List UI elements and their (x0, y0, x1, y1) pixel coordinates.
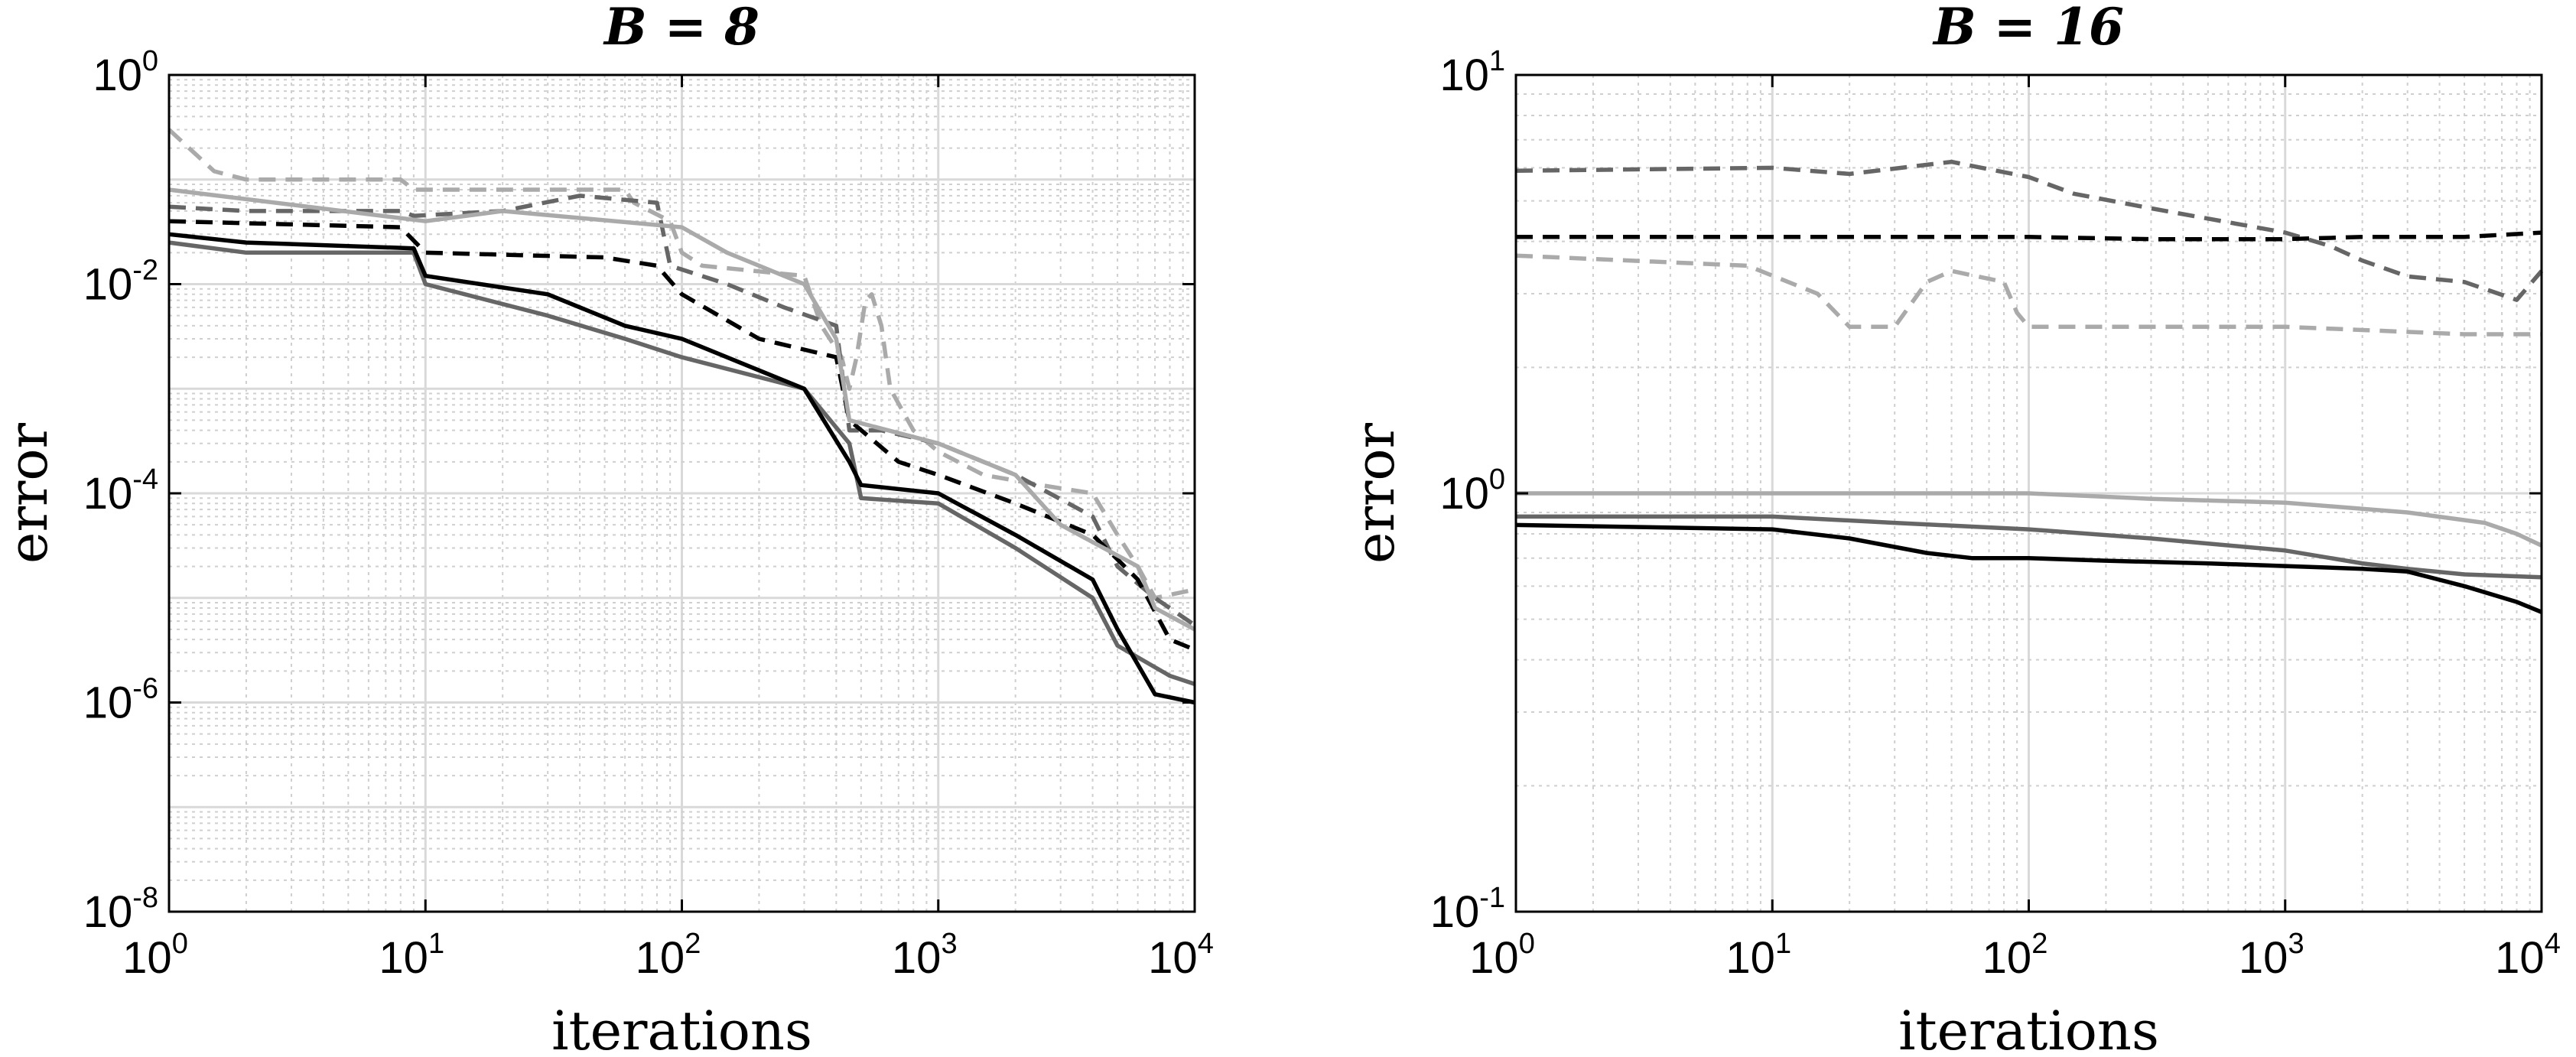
x-tick-label: 102 (636, 928, 701, 983)
x-tick-exp: 2 (685, 928, 701, 960)
chart-title: B = 8 (603, 0, 759, 57)
x-tick-exp: 1 (428, 928, 444, 960)
series-line-dashed-2 (168, 194, 1196, 627)
y-tick-base: 10 (93, 50, 142, 100)
series-line-dashed-1 (1515, 159, 2544, 302)
y-axis-label: error (1344, 422, 1407, 563)
y-tick-base: 10 (1430, 887, 1480, 937)
y-tick-exp: -8 (132, 882, 158, 914)
series-line-dashed-2 (1516, 230, 2542, 242)
y-tick-base: 10 (83, 678, 133, 728)
y-tick-base: 10 (83, 469, 133, 519)
chart-title: B = 16 (1932, 0, 2124, 57)
x-tick-label: 100 (122, 928, 188, 983)
x-tick-exp: 0 (1519, 928, 1535, 960)
x-axis-label: iterations (551, 1000, 812, 1057)
x-tick-exp: 1 (1775, 928, 1791, 960)
y-tick-label: 10-8 (83, 882, 158, 937)
x-tick-label: 104 (2495, 928, 2561, 983)
y-tick-base: 10 (83, 887, 133, 937)
series-line-solid-4 (1516, 491, 2543, 548)
y-tick-exp: -6 (132, 673, 158, 705)
x-tick-exp: 2 (2031, 928, 2047, 960)
x-tick-label: 104 (1148, 928, 1214, 983)
x-tick-exp: 4 (2545, 928, 2561, 960)
x-tick-base: 10 (2495, 933, 2545, 983)
x-tick-exp: 3 (2288, 928, 2304, 960)
x-tick-base: 10 (1148, 933, 1198, 983)
y-tick-exp: 0 (142, 45, 158, 77)
x-tick-base: 10 (122, 933, 172, 983)
x-tick-base: 10 (1982, 933, 2032, 983)
x-tick-exp: 3 (941, 928, 957, 960)
x-tick-label: 101 (379, 928, 444, 983)
x-tick-exp: 4 (1198, 928, 1214, 960)
x-tick-label: 101 (1725, 928, 1791, 983)
x-tick-base: 10 (636, 933, 685, 983)
grid (169, 75, 1195, 912)
y-tick-label: 10-4 (83, 463, 158, 519)
y-tick-label: 100 (1439, 463, 1505, 519)
series-line-solid-5 (1516, 514, 2542, 580)
y-tick-label: 101 (1439, 45, 1505, 100)
y-tick-exp: -4 (132, 463, 158, 496)
y-tick-base: 10 (1439, 469, 1489, 519)
y-axis-label: error (0, 422, 60, 563)
x-tick-base: 10 (1469, 933, 1519, 983)
y-tick-label: 10-1 (1430, 882, 1505, 937)
y-tick-exp: 1 (1489, 45, 1505, 77)
y-tick-exp: -2 (132, 255, 158, 287)
series-line-dashed-1 (168, 128, 1195, 600)
x-tick-label: 103 (2239, 928, 2304, 983)
series-line-solid-4 (168, 187, 1196, 632)
y-tick-exp: 0 (1489, 463, 1505, 496)
x-tick-label: 103 (892, 928, 958, 983)
x-tick-base: 10 (892, 933, 942, 983)
y-tick-label: 100 (93, 45, 158, 100)
x-tick-base: 10 (379, 933, 428, 983)
series-line-solid-6 (168, 232, 1195, 705)
series-line-solid-6 (1515, 522, 2543, 614)
y-tick-base: 10 (1439, 50, 1489, 100)
series-line-solid-5 (168, 240, 1195, 687)
x-tick-label: 100 (1469, 928, 1535, 983)
series-line-dashed-3 (1515, 253, 2542, 337)
x-tick-exp: 0 (172, 928, 188, 960)
x-tick-label: 102 (1982, 928, 2048, 983)
y-tick-exp: -1 (1479, 882, 1505, 914)
y-tick-base: 10 (83, 260, 133, 310)
x-tick-base: 10 (1725, 933, 1775, 983)
x-axis-label: iterations (1898, 1000, 2159, 1057)
y-tick-label: 10-6 (83, 673, 158, 728)
y-tick-label: 10-2 (83, 255, 158, 310)
x-tick-base: 10 (2239, 933, 2288, 983)
